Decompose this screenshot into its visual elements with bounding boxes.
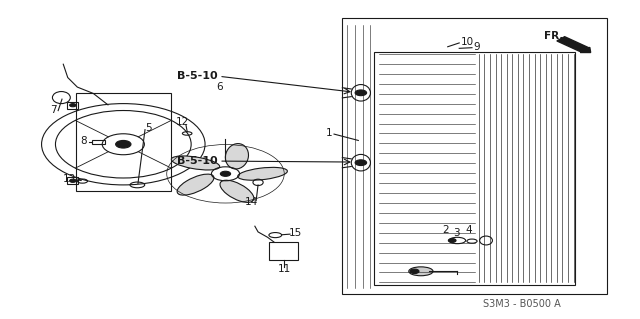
- Text: 7: 7: [50, 105, 56, 115]
- Text: 5: 5: [145, 123, 152, 133]
- Text: 14: 14: [245, 197, 259, 207]
- Circle shape: [355, 90, 367, 96]
- Bar: [374, 51, 575, 285]
- Ellipse shape: [177, 174, 214, 195]
- Ellipse shape: [409, 267, 433, 276]
- Bar: [67, 177, 78, 184]
- Text: 13: 13: [63, 174, 76, 184]
- Text: 3: 3: [453, 228, 460, 238]
- Text: B-5-10: B-5-10: [177, 156, 218, 166]
- Circle shape: [70, 179, 76, 182]
- Circle shape: [355, 160, 367, 166]
- Text: B-5-10: B-5-10: [177, 71, 218, 81]
- Ellipse shape: [220, 180, 254, 203]
- Circle shape: [220, 171, 230, 176]
- Circle shape: [449, 239, 456, 242]
- Bar: [269, 242, 298, 260]
- Bar: [67, 102, 78, 109]
- Text: 9: 9: [473, 42, 480, 52]
- Bar: [76, 93, 171, 191]
- Ellipse shape: [237, 167, 287, 180]
- Text: 8: 8: [81, 136, 87, 146]
- Bar: [342, 18, 607, 294]
- Text: 4: 4: [465, 225, 472, 235]
- Text: S3M3 - B0500 A: S3M3 - B0500 A: [483, 299, 561, 309]
- Circle shape: [410, 269, 419, 273]
- Circle shape: [70, 104, 76, 107]
- Text: 12: 12: [175, 117, 189, 127]
- Text: 11: 11: [278, 264, 291, 274]
- Circle shape: [116, 140, 131, 148]
- Text: FR.: FR.: [543, 31, 563, 41]
- Text: 10: 10: [461, 37, 474, 47]
- FancyArrow shape: [557, 37, 591, 53]
- Ellipse shape: [172, 156, 220, 170]
- Text: 15: 15: [289, 228, 302, 238]
- Text: 6: 6: [216, 82, 223, 92]
- Bar: [92, 140, 105, 144]
- Ellipse shape: [225, 144, 248, 169]
- Text: 2: 2: [442, 225, 449, 235]
- Text: 1: 1: [326, 129, 333, 138]
